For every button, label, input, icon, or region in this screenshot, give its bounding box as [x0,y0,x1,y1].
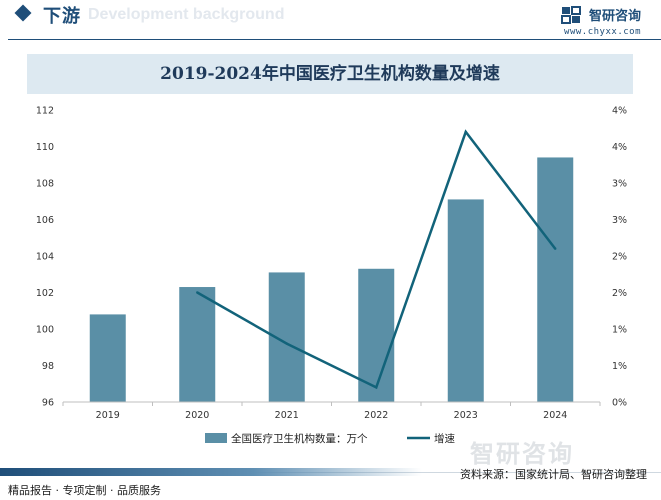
legend-label-growth: 增速 [434,432,455,445]
x-axis-tick-label: 2023 [454,410,478,421]
brand-logo-icon [560,5,581,24]
right-axis-tick-label: 4% [612,142,627,153]
page-header: Development background 下游 智研咨询 www.chyxx… [0,0,661,40]
footer-watermark: 智研咨询 [470,440,574,468]
growth-point [554,247,557,250]
chart-area: 96 98 100 102 104 106 108 110 112 0% 1% 1% 2% 2% 3% 3% 4… [36,106,627,446]
growth-point [464,130,467,134]
bar-2024 [537,157,574,402]
growth-point [196,291,199,294]
right-axis-tick-label: 3% [612,215,627,226]
left-axis-tick-label: 112 [36,106,54,117]
bar-2022 [358,268,395,402]
left-axis-tick-label: 96 [42,398,54,409]
brand: 智研咨询 www.chyxx.com [560,4,641,37]
brand-url: www.chyxx.com [564,27,641,37]
source-note: 资料来源：国家统计局、智研咨询整理 [460,468,647,481]
x-axis-tick-label: 2022 [364,410,388,421]
bar-2023 [447,199,484,402]
growth-point [285,342,288,345]
left-axis-tick-label: 100 [36,325,54,336]
page-footer: 资料来源：国家统计局、智研咨询整理 精品报告 · 专项定制 · 品质服务 [0,468,661,500]
x-axis-tick-label: 2024 [543,410,567,421]
legend-swatch-bar [205,433,227,443]
left-axis-tick-label: 102 [36,288,54,299]
legend-label-count: 全国医疗卫生机构数量：万个 [231,432,368,445]
right-axis-tick-label: 3% [612,179,627,190]
chart-title: 2019-2024年中国医疗卫生机构数量及增速 [160,64,500,84]
section-title: 下游 [43,6,81,27]
right-axis-tick-label: 1% [612,325,627,336]
left-axis-tick-label: 104 [36,252,54,263]
footer-accent-bar [0,468,422,476]
header-divider [8,39,661,40]
bar-2019 [89,314,126,402]
right-axis-tick-label: 2% [612,252,627,263]
x-axis-tick-label: 2019 [96,410,120,421]
growth-point [375,386,378,389]
left-axis-tick-label: 108 [36,179,54,190]
right-axis-tick-label: 1% [612,361,627,372]
left-axis-tick-label: 106 [36,215,54,226]
header-watermark: Development background [88,6,285,23]
right-axis-tick-label: 4% [612,106,627,117]
left-axis-tick-label: 110 [36,142,54,153]
brand-name: 智研咨询 [588,9,641,24]
x-axis-tick-label: 2021 [275,410,299,421]
bar-2020 [179,287,216,402]
right-axis-tick-label: 2% [612,288,627,299]
chart-title-box: 2019-2024年中国医疗卫生机构数量及增速 [27,54,633,94]
right-axis-tick-label: 0% [612,398,627,409]
footer-tagline: 精品报告 · 专项定制 · 品质服务 [8,484,161,497]
left-axis-tick-label: 98 [42,361,54,372]
x-axis-tick-label: 2020 [185,410,209,421]
